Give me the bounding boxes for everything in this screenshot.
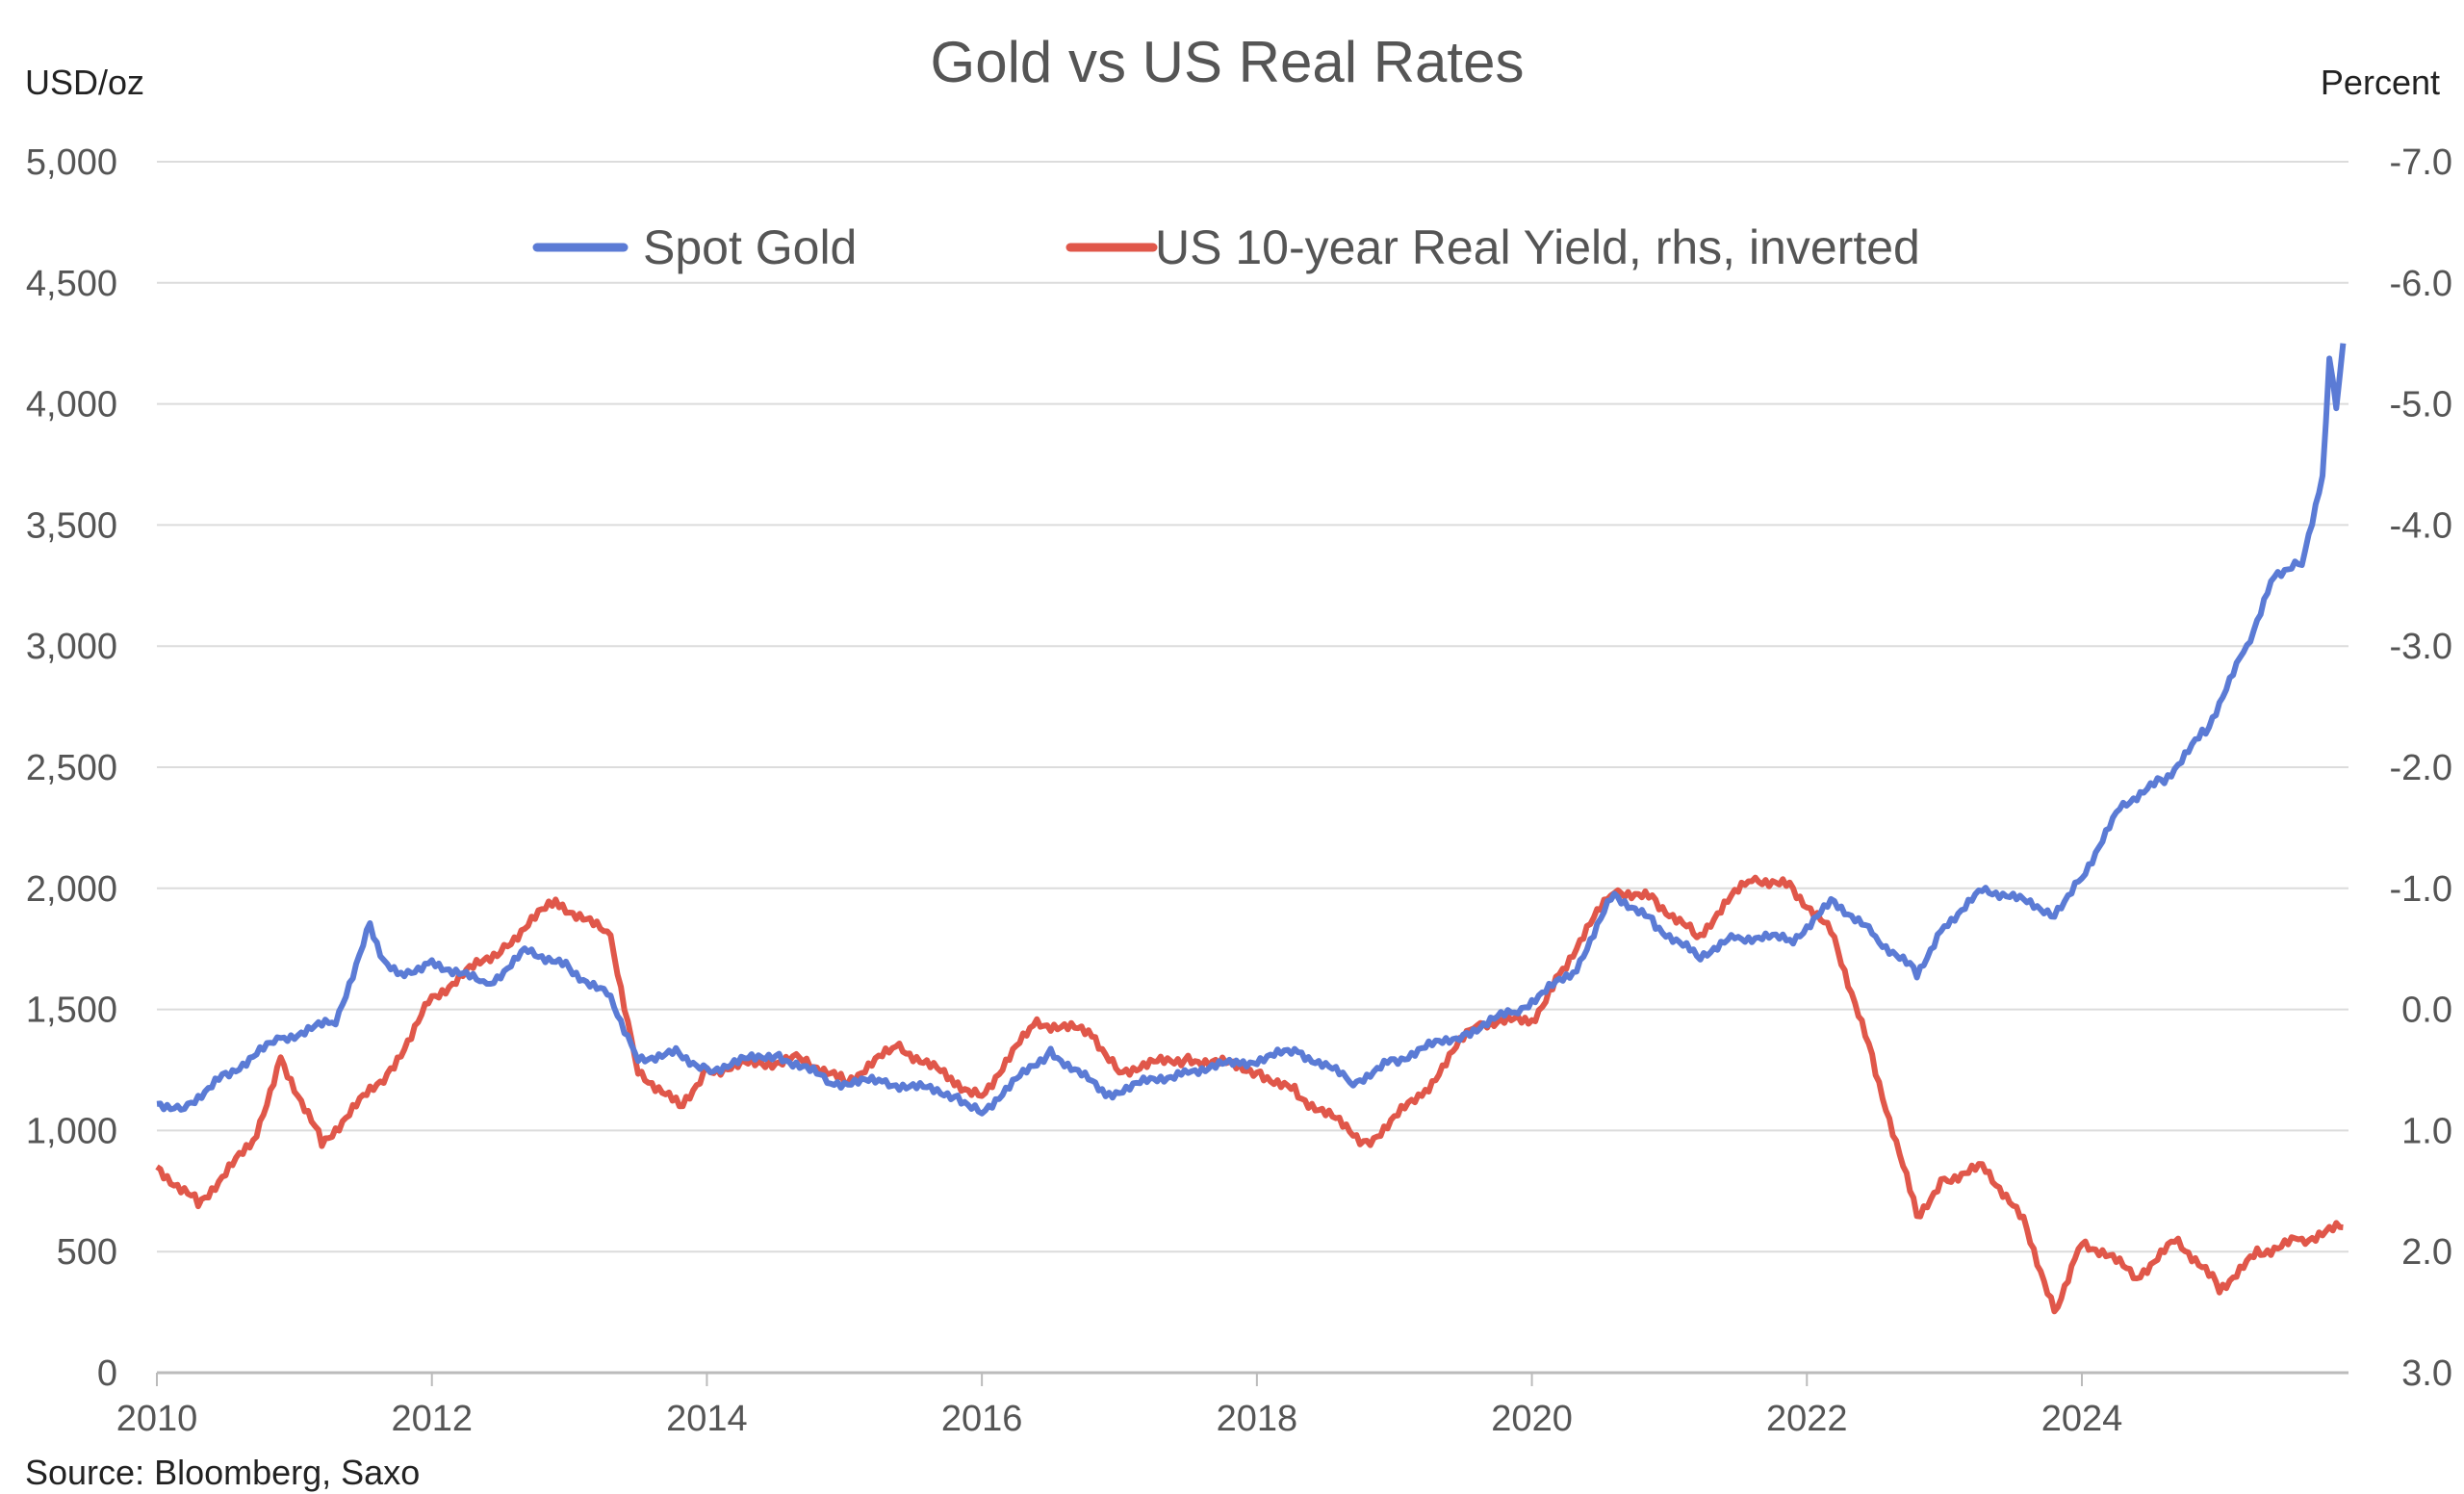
y-left-tick-label: 3,000 xyxy=(26,627,117,667)
y-right-tick-label: -6.0 xyxy=(2390,264,2452,304)
legend-label-real-yield: US 10-year Real Yield, rhs, inverted xyxy=(1155,220,1920,274)
y-left-tick-label: 2,500 xyxy=(26,748,117,788)
y-left-tick-label: 0 xyxy=(97,1353,117,1394)
y-right-tick-label: 3.0 xyxy=(2401,1353,2452,1394)
right-axis-unit: Percent xyxy=(2321,63,2440,102)
y-left-tick-label: 4,000 xyxy=(26,385,117,425)
x-tick-label: 2012 xyxy=(391,1399,473,1439)
y-right-tick-label: -2.0 xyxy=(2390,748,2452,788)
left-axis-unit: USD/oz xyxy=(25,63,144,102)
y-left-tick-label: 1,000 xyxy=(26,1111,117,1151)
x-axis: 2010 2012 2014 2016 2018 2020 2022 2024 xyxy=(116,1373,2123,1439)
x-tick-label: 2010 xyxy=(116,1399,198,1439)
y-right-tick-label: -1.0 xyxy=(2390,869,2452,910)
x-tick-label: 2016 xyxy=(941,1399,1023,1439)
legend-label-spot-gold: Spot Gold xyxy=(643,220,857,274)
x-tick-label: 2014 xyxy=(666,1399,748,1439)
gridlines xyxy=(157,161,2348,1375)
y-left-tick-label: 5,000 xyxy=(26,142,117,183)
series-line-real-yield xyxy=(155,874,2344,1315)
source-note: Source: Bloomberg, Saxo xyxy=(25,1453,420,1492)
y-right-tick-label: -5.0 xyxy=(2390,385,2452,425)
series-lines xyxy=(155,343,2347,1315)
y-right-tick-label: -7.0 xyxy=(2390,142,2452,183)
y-right-tick-label: 1.0 xyxy=(2401,1111,2452,1151)
y-left-tick-label: 4,500 xyxy=(26,264,117,304)
y-right-tick-label: -4.0 xyxy=(2390,505,2452,546)
y-left-tick-label: 1,500 xyxy=(26,991,117,1031)
x-tick-label: 2022 xyxy=(1766,1399,1848,1439)
y-left-tick-label: 3,500 xyxy=(26,505,117,546)
left-axis: 0 500 1,000 1,500 2,000 2,500 3,000 3,500 4,000 4… xyxy=(26,142,117,1394)
legend: Spot Gold US 10-year Real Yield, rhs, in… xyxy=(532,220,1920,274)
series-line-spot-gold xyxy=(156,343,2347,1117)
x-tick-label: 2020 xyxy=(1491,1399,1573,1439)
right-axis: 3.0 2.0 1.0 0.0 -1.0 -2.0 -3.0 -4.0 -5.0 -6.0 -7.0 xyxy=(2390,142,2452,1394)
y-left-tick-label: 2,000 xyxy=(26,869,117,910)
x-tick-label: 2018 xyxy=(1217,1399,1298,1439)
x-tick-label: 2024 xyxy=(2041,1399,2123,1439)
y-right-tick-label: 0.0 xyxy=(2401,991,2452,1031)
y-right-tick-label: 2.0 xyxy=(2401,1232,2452,1273)
y-left-tick-label: 500 xyxy=(57,1232,117,1273)
chart-title: Gold vs US Real Rates xyxy=(931,30,1525,94)
y-right-tick-label: -3.0 xyxy=(2390,627,2452,667)
